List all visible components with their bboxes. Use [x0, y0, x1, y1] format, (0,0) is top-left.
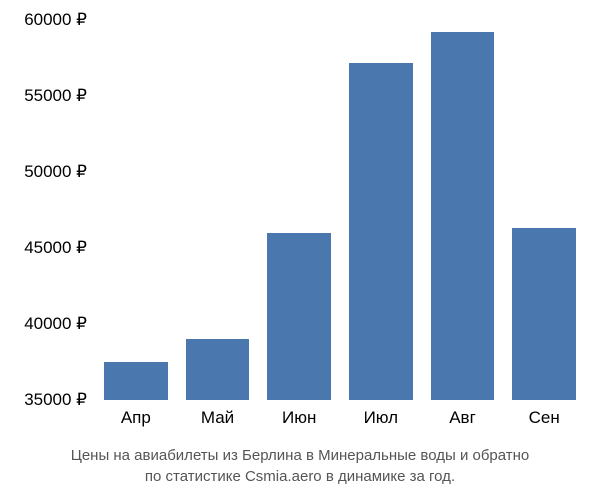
bar: [104, 362, 168, 400]
y-tick-label: 50000 ₽: [24, 162, 87, 182]
y-tick-label: 55000 ₽: [24, 86, 87, 106]
bar: [186, 339, 250, 400]
plot-area: [95, 20, 585, 400]
caption-line-2: по статистике Csmia.aero в динамике за г…: [0, 466, 600, 487]
x-tick-label: Июл: [364, 408, 399, 428]
x-tick-label: Апр: [121, 408, 151, 428]
chart-caption: Цены на авиабилеты из Берлина в Минераль…: [0, 445, 600, 487]
y-tick-label: 60000 ₽: [24, 10, 87, 30]
y-tick-label: 40000 ₽: [24, 314, 87, 334]
y-axis: 35000 ₽40000 ₽45000 ₽50000 ₽55000 ₽60000…: [0, 20, 95, 400]
bar: [267, 233, 331, 400]
caption-line-1: Цены на авиабилеты из Берлина в Минераль…: [0, 445, 600, 466]
x-tick-label: Сен: [529, 408, 560, 428]
x-tick-label: Июн: [282, 408, 316, 428]
bar: [349, 63, 413, 400]
x-axis-labels: Апр Май Июн Июл Авг Сен: [95, 408, 585, 433]
bar: [431, 32, 495, 400]
bar: [512, 228, 576, 400]
x-tick-label: Май: [201, 408, 234, 428]
x-tick-label: Авг: [449, 408, 476, 428]
bar-chart: [95, 20, 585, 400]
y-tick-label: 35000 ₽: [24, 390, 87, 410]
y-tick-label: 45000 ₽: [24, 238, 87, 258]
